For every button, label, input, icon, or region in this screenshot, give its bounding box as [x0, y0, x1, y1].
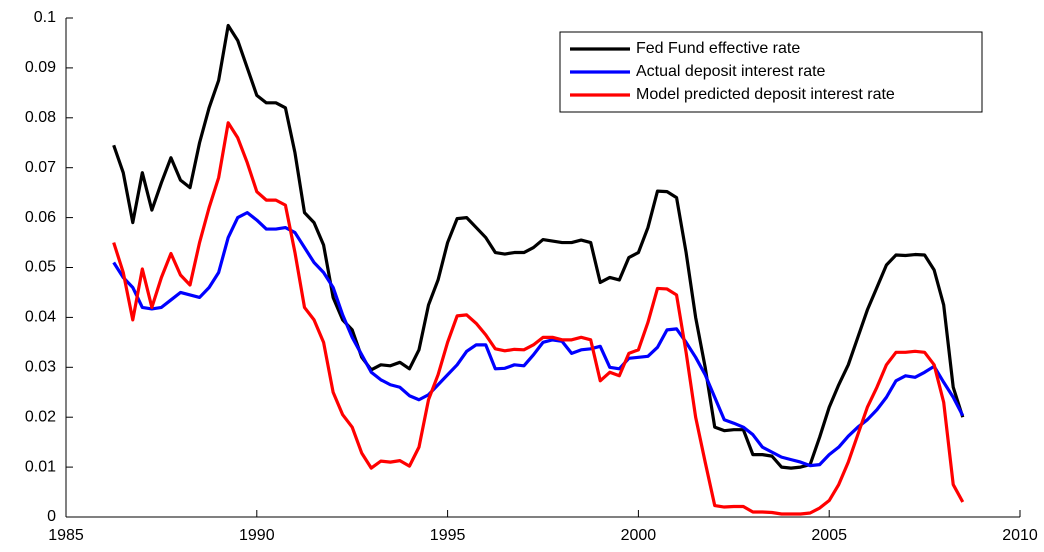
x-tick-label: 2000 — [621, 527, 657, 544]
y-tick-label: 0 — [47, 508, 56, 525]
y-tick-label: 0.09 — [25, 59, 56, 76]
legend: Fed Fund effective rate Actual deposit in… — [559, 31, 983, 113]
x-tick-label: 1990 — [239, 527, 275, 544]
legend-label: Actual deposit interest rate — [636, 63, 826, 80]
x-tick-label: 2005 — [811, 527, 847, 544]
legend-label: Model predicted deposit interest rate — [636, 86, 895, 103]
series-line — [112, 23, 965, 470]
y-tick-label: 0.05 — [25, 259, 56, 276]
y-tick-label: 0.1 — [34, 9, 56, 26]
x-tick-label: 2010 — [1002, 527, 1038, 544]
y-tick-label: 0.04 — [25, 309, 56, 326]
series-line — [112, 211, 965, 468]
y-tick-label: 0.01 — [25, 458, 56, 475]
series-line — [112, 121, 965, 516]
y-tick-label: 0.03 — [25, 359, 56, 376]
x-tick-label: 1985 — [48, 527, 84, 544]
y-tick-label: 0.06 — [25, 209, 56, 226]
legend-label: Fed Fund effective rate — [636, 40, 800, 57]
y-tick-label: 0.08 — [25, 109, 56, 126]
legend-box — [559, 31, 983, 113]
y-tick-label: 0.02 — [25, 408, 56, 425]
y-tick-label: 0.07 — [25, 159, 56, 176]
x-tick-label: 1995 — [430, 527, 466, 544]
